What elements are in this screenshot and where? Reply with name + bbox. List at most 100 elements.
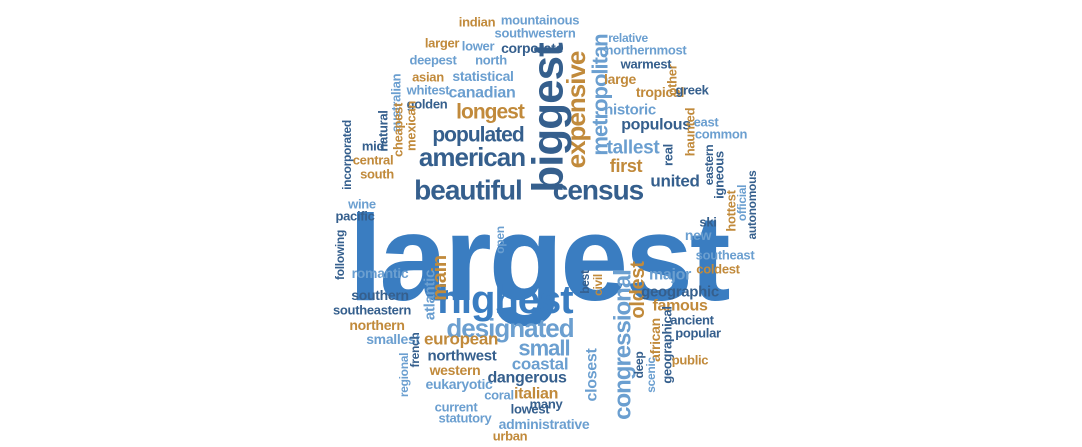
word-tallest: tallest [607,138,661,159]
word-central: central [353,153,394,168]
word-east: east [694,115,720,130]
word-corporate: corporate [501,40,563,56]
word-tropical: tropical [636,84,684,100]
word-western: western [429,362,481,378]
word-large: large [604,71,636,87]
word-administrative: administrative [499,416,590,432]
word-open: open [493,226,507,253]
word-current: current [435,400,479,415]
word-lowest: lowest [511,402,551,417]
word-smallest: smallest [366,331,420,347]
word-italian: italian [514,386,558,403]
word-coldest: coldest [696,262,740,277]
word-north: north [475,53,507,68]
word-first: first [610,156,643,176]
word-best: best [578,270,592,294]
word-designated: designated [446,313,573,343]
word-dangerous: dangerous [487,370,566,387]
word-greek: greek [675,83,709,98]
word-biggest: biggest [524,42,573,193]
word-indian: indian [459,15,496,30]
word-many: many [530,397,564,412]
word-african: african [647,318,663,362]
word-geographic: geographic [641,284,719,301]
word-mid: mid [362,139,385,154]
word-french: french [408,333,422,368]
word-cheapest: cheapest [391,102,406,157]
word-official: official [735,185,749,221]
word-ski: ski [699,215,716,230]
word-populated: populated [432,124,523,147]
word-metropolitan: metropolitan [588,34,613,156]
word-populous: populous [621,117,691,134]
word-southwestern: southwestern [495,26,576,41]
word-southeastern: southeastern [333,303,411,318]
word-igneous: igneous [712,151,727,199]
word-deep: deep [632,352,646,379]
word-popular: popular [675,326,721,341]
word-south: south [360,167,394,182]
word-scenic: scenic [644,357,658,393]
word-eukaryotic: eukaryotic [425,376,493,392]
word-american: american [419,142,525,172]
word-united: united [650,172,699,191]
word-famous: famous [652,298,708,315]
word-coastal: coastal [512,355,569,374]
word-largest: largest [348,190,729,326]
word-warmest: warmest [620,57,673,72]
word-ancient: ancient [670,313,714,328]
word-historic: historic [604,102,656,119]
word-southeast: southeast [696,248,756,263]
word-following: following [333,230,347,280]
word-mexican: mexican [404,101,419,151]
word-common: common [695,127,748,142]
word-statutory: statutory [439,411,493,426]
word-regional: regional [397,353,411,397]
word-longest: longest [456,101,525,124]
word-australian: australian [389,73,404,132]
word-deepest: deepest [409,53,457,68]
word-beautiful: beautiful [414,175,522,206]
word-larger: larger [425,36,460,51]
word-autonomous: autonomous [745,170,759,240]
word-relative: relative [608,31,648,45]
word-coral: coral [484,388,514,403]
word-closest: closest [584,348,601,402]
word-whitest: whitest [406,83,451,98]
word-mountainous: mountainous [501,13,579,28]
word-atlantic: atlantic [422,270,439,320]
word-wine: wine [347,197,376,212]
word-northern: northern [349,317,404,333]
word-statistical: statistical [452,68,513,84]
word-small: small [518,336,569,361]
word-canadian: canadian [449,85,516,102]
word-romantic: romantic [352,265,409,281]
word-southern: southern [351,287,409,303]
word-geographical: geographical [660,306,675,383]
word-new: new [685,227,712,243]
word-european: european [424,330,498,349]
word-congressional: congressional [610,270,637,420]
word-census: census [553,175,644,206]
word-oldest: oldest [627,261,649,319]
word-haunted: haunted [683,107,698,156]
word-highest: highest [437,278,573,322]
word-golden: golden [407,97,448,112]
word-pacific: pacific [335,209,374,224]
word-hottest: hottest [724,189,739,231]
word-incorporated: incorporated [340,120,354,190]
word-other: other [665,64,680,95]
word-expensive: expensive [561,51,591,168]
word-public: public [672,353,709,368]
word-asian: asian [412,70,444,85]
word-lower: lower [462,39,495,54]
word-urban: urban [493,429,528,444]
word-natural: natural [376,110,391,151]
word-northernmost: northernmost [606,43,688,58]
word-northwest: northwest [428,348,497,365]
word-real: real [661,144,676,166]
word-main: main [429,255,451,300]
word-eastern: eastern [702,145,716,186]
word-major: major [649,267,691,284]
